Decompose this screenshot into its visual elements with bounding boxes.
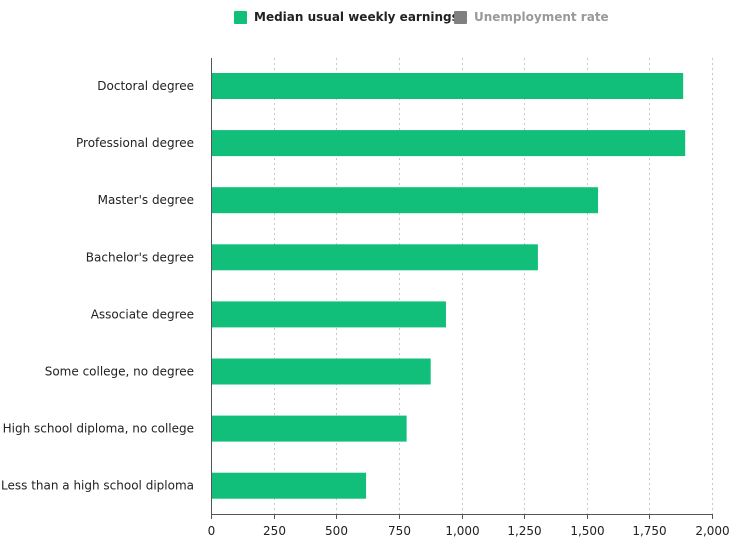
legend-label-unemployment: Unemployment rate bbox=[474, 10, 609, 24]
bar[interactable] bbox=[212, 73, 684, 99]
y-category-label: Doctoral degree bbox=[97, 79, 194, 93]
legend-label-earnings: Median usual weekly earnings bbox=[254, 10, 459, 24]
bar[interactable] bbox=[212, 130, 686, 157]
x-tick-label: 1,750 bbox=[632, 524, 666, 538]
x-tick-label: 1,250 bbox=[507, 524, 541, 538]
y-category-label: Professional degree bbox=[76, 136, 194, 150]
legend: Median usual weekly earnings Unemploymen… bbox=[0, 8, 744, 26]
bar[interactable] bbox=[212, 358, 431, 385]
y-category-label: Associate degree bbox=[91, 307, 194, 321]
x-tick-label: 1,000 bbox=[445, 524, 479, 538]
x-tick-label: 500 bbox=[325, 524, 348, 538]
legend-swatch-earnings bbox=[234, 10, 247, 24]
x-tick-label: 1,500 bbox=[570, 524, 604, 538]
y-category-label: Master's degree bbox=[98, 193, 194, 207]
x-tick-label: 2,000 bbox=[695, 524, 729, 538]
bar[interactable] bbox=[212, 244, 538, 271]
y-category-label: Some college, no degree bbox=[45, 365, 194, 379]
y-category-label: High school diploma, no college bbox=[3, 422, 194, 436]
bar[interactable] bbox=[212, 415, 407, 442]
y-category-label: Less than a high school diploma bbox=[1, 479, 194, 493]
x-tick-label: 0 bbox=[208, 524, 216, 538]
bar[interactable] bbox=[212, 472, 367, 499]
legend-item-earnings[interactable]: Median usual weekly earnings bbox=[234, 8, 459, 26]
bar[interactable] bbox=[212, 187, 599, 214]
bar[interactable] bbox=[212, 301, 446, 328]
x-tick-label: 750 bbox=[388, 524, 411, 538]
legend-item-unemployment[interactable]: Unemployment rate bbox=[454, 8, 609, 26]
y-category-label: Bachelor's degree bbox=[86, 250, 194, 264]
legend-swatch-unemployment bbox=[454, 10, 467, 24]
x-tick-label: 250 bbox=[263, 524, 286, 538]
